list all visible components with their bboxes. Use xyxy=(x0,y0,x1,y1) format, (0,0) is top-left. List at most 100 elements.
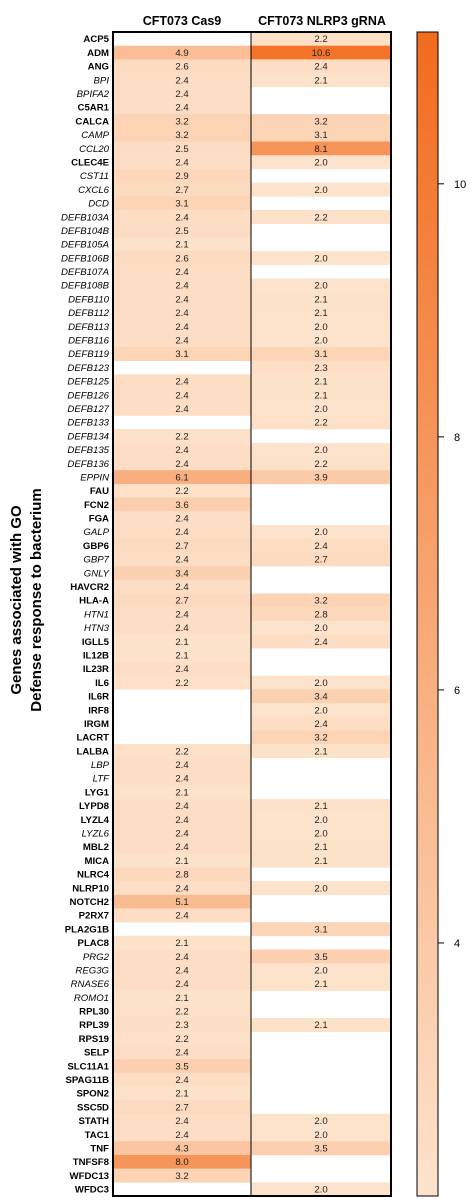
cell-value: 3.5 xyxy=(314,952,327,963)
heatmap-cell xyxy=(113,881,251,896)
cell-value: 2.4 xyxy=(175,1048,189,1059)
cell-value: 2.1 xyxy=(175,240,188,251)
heatmap-cell xyxy=(251,607,391,622)
heatmap-cell xyxy=(251,210,391,225)
cell-value: 2.0 xyxy=(314,253,327,264)
heatmap-cell xyxy=(113,771,251,786)
cell-value: 2.4 xyxy=(175,965,189,976)
gene-label: DEFB126 xyxy=(67,390,109,401)
gene-label: DCD xyxy=(88,199,109,210)
gene-label: DEFB116 xyxy=(68,336,110,347)
heatmap-cell xyxy=(113,483,251,498)
gene-label: IRGM xyxy=(84,719,109,730)
heatmap-cell xyxy=(251,881,391,896)
cell-value: 2.2 xyxy=(175,746,188,757)
cell-value: 2.4 xyxy=(175,445,189,456)
heatmap-cell xyxy=(251,689,391,704)
gene-label: CAMP xyxy=(81,130,109,141)
cell-value: 2.4 xyxy=(175,390,189,401)
heatmap-cell xyxy=(251,278,391,293)
heatmap-cell xyxy=(113,1127,251,1142)
gene-label: CLEC4E xyxy=(71,157,109,168)
cell-value: 2.1 xyxy=(175,787,188,798)
cell-value: 2.1 xyxy=(314,390,327,401)
cell-value: 4.3 xyxy=(175,1143,188,1154)
heatmap-cell xyxy=(113,511,251,526)
heatmap-cell xyxy=(251,922,391,937)
gene-label: REG3G xyxy=(75,965,109,976)
cell-value: 2.4 xyxy=(175,952,189,963)
heatmap-cell xyxy=(251,538,391,553)
cell-value: 2.4 xyxy=(175,582,189,593)
heatmap-cell xyxy=(113,894,251,909)
heatmap-cell xyxy=(113,744,251,759)
heatmap-cell xyxy=(113,661,251,676)
cell-value: 2.0 xyxy=(314,281,327,292)
cell-value: 2.4 xyxy=(175,294,189,305)
cell-value: 2.1 xyxy=(314,75,327,86)
cell-value: 2.2 xyxy=(175,1007,188,1018)
heatmap-cell xyxy=(113,949,251,964)
heatmap-cell xyxy=(251,552,391,567)
cell-value: 2.7 xyxy=(314,555,327,566)
heatmap-cell xyxy=(251,812,391,827)
gene-label: HTN3 xyxy=(84,623,110,634)
cell-value: 2.5 xyxy=(175,144,188,155)
heatmap-cell xyxy=(113,757,251,772)
cell-value: 2.4 xyxy=(175,308,189,319)
cell-value: 2.4 xyxy=(175,75,189,86)
gene-label: EPPIN xyxy=(80,472,109,483)
cell-value: 2.4 xyxy=(175,157,189,168)
heatmap-cell xyxy=(113,155,251,170)
cell-value: 2.7 xyxy=(175,185,188,196)
gene-label: FCN2 xyxy=(84,500,109,511)
cell-value: 2.4 xyxy=(175,979,189,990)
gene-label: LALBA xyxy=(76,746,109,757)
cell-value: 2.9 xyxy=(175,171,188,182)
cell-value: 2.1 xyxy=(314,1020,327,1031)
y-axis-title-line-2: Defense response to bacterium xyxy=(28,488,45,711)
heatmap-cell xyxy=(113,552,251,567)
heatmap-cell xyxy=(113,305,251,320)
cell-value: 2.0 xyxy=(314,623,327,634)
heatmap-cell xyxy=(113,538,251,553)
heatmap-cell xyxy=(113,1072,251,1087)
heatmap-cell xyxy=(251,114,391,129)
gene-label: DEFB105A xyxy=(61,240,109,251)
gene-label: DEFB103A xyxy=(61,212,109,223)
cell-value: 3.2 xyxy=(175,116,188,127)
colorbar-tick-label: 6 xyxy=(454,685,460,697)
cell-value: 3.4 xyxy=(175,568,189,579)
colorbar-tick-label: 8 xyxy=(454,432,460,444)
cell-value: 2.1 xyxy=(314,308,327,319)
gene-label: CCL20 xyxy=(79,144,110,155)
gene-label: CST11 xyxy=(80,171,109,182)
cell-value: 2.2 xyxy=(175,678,188,689)
gene-label: IL12B xyxy=(83,650,109,661)
cell-value: 2.7 xyxy=(175,596,188,607)
heatmap-cell xyxy=(251,826,391,841)
heatmap-cell xyxy=(251,1113,391,1128)
heatmap-cell xyxy=(251,401,391,416)
heatmap-cell xyxy=(113,867,251,882)
cell-value: 2.4 xyxy=(175,377,189,388)
cell-value: 2.4 xyxy=(175,514,189,525)
heatmap-cell xyxy=(113,826,251,841)
cell-value: 3.1 xyxy=(314,349,327,360)
gene-label: SELP xyxy=(84,1048,110,1059)
cell-value: 2.1 xyxy=(175,856,188,867)
heatmap-cell xyxy=(251,675,391,690)
gene-label: PRG2 xyxy=(83,952,110,963)
gene-label: P2RX7 xyxy=(79,911,109,922)
heatmap-cell xyxy=(251,155,391,170)
gene-label: DEFB123 xyxy=(67,363,109,374)
cell-value: 2.4 xyxy=(175,1116,189,1127)
heatmap-cell xyxy=(113,1017,251,1032)
heatmap-cell xyxy=(251,127,391,142)
cell-value: 2.1 xyxy=(314,746,327,757)
gene-label: IGLL5 xyxy=(82,637,110,648)
gene-label: RPL30 xyxy=(79,1007,109,1018)
heatmap-cell xyxy=(113,264,251,279)
heatmap-cell xyxy=(113,73,251,88)
heatmap-cell xyxy=(251,45,391,60)
